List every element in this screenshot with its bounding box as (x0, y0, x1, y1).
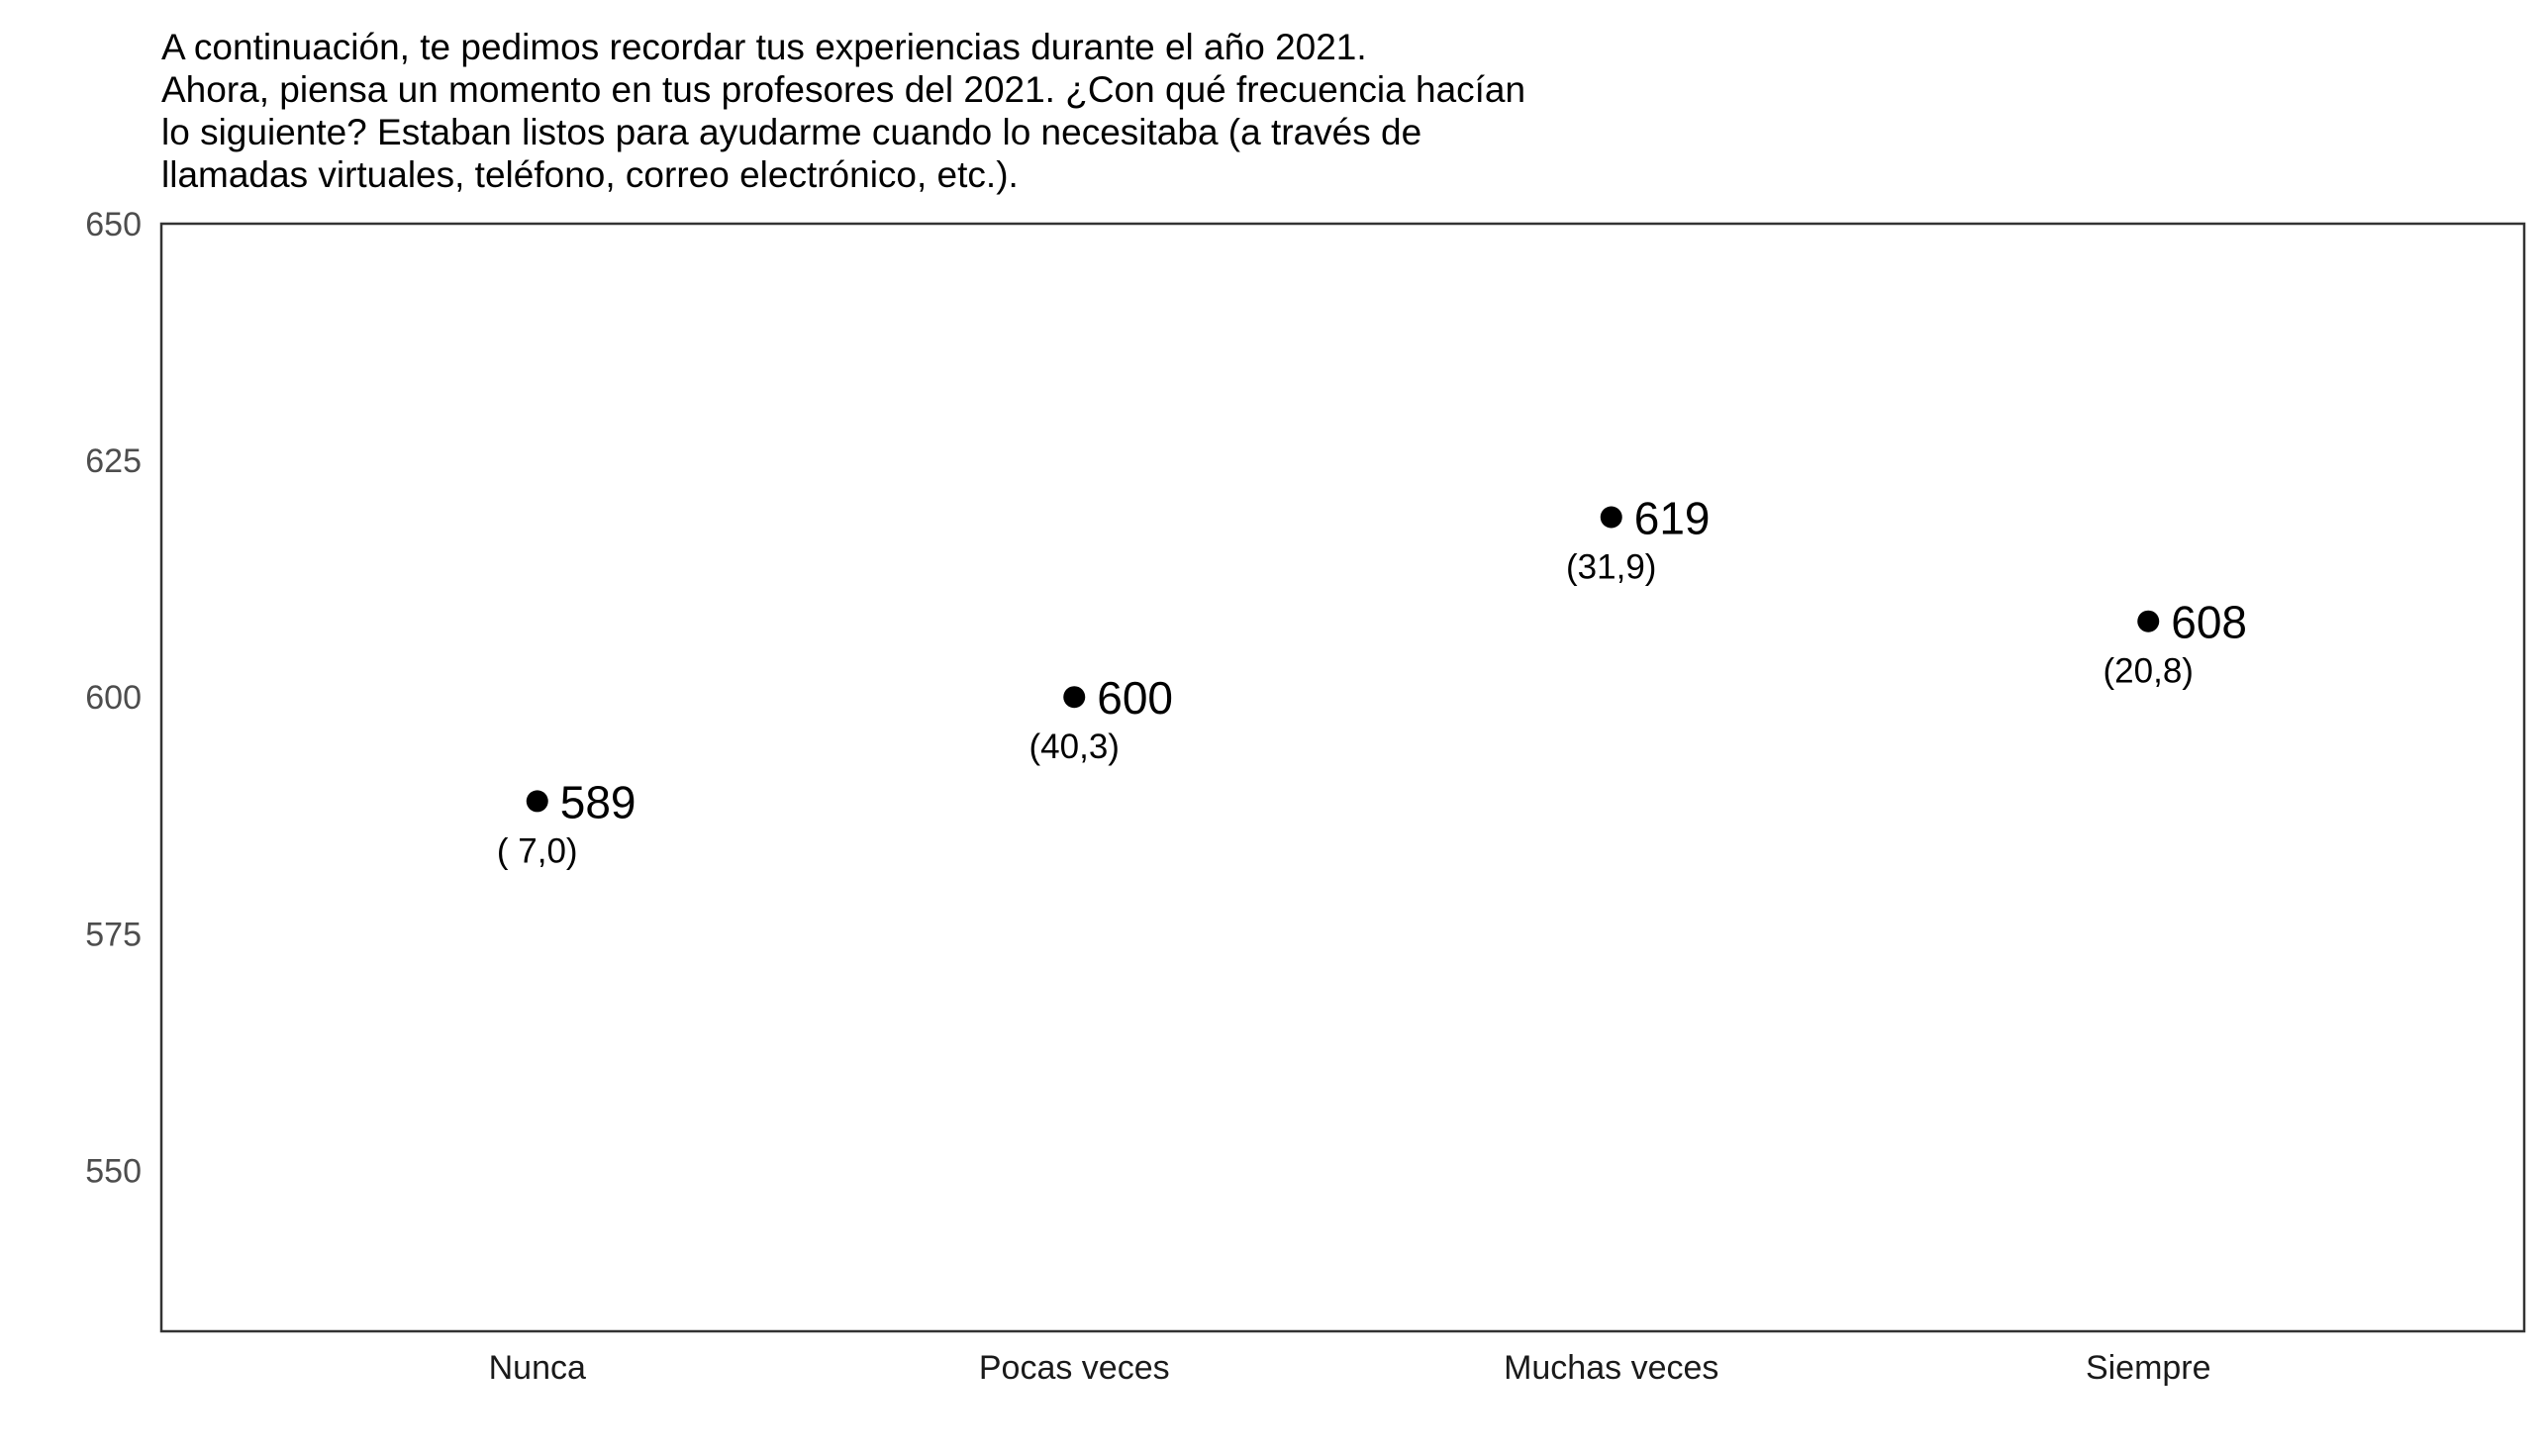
chart-title-line: A continuación, te pedimos recordar tus … (161, 27, 1367, 67)
data-value-label: 619 (1634, 492, 1711, 543)
x-tick-label: Muchas veces (1504, 1349, 1718, 1387)
standard-error-label: (20,8) (2104, 652, 2194, 691)
y-tick-label: 575 (85, 916, 142, 953)
y-tick-label: 625 (85, 442, 142, 480)
standard-error-label: (40,3) (1029, 728, 1120, 766)
x-tick-label: Pocas veces (979, 1349, 1170, 1387)
data-point (526, 790, 548, 813)
chart-title: A continuación, te pedimos recordar tus … (161, 26, 1943, 196)
standard-error-label: ( 7,0) (497, 831, 578, 870)
x-tick-label: Siempre (2086, 1349, 2211, 1387)
data-point (1600, 506, 1622, 529)
plot-panel-border (159, 222, 2526, 1333)
data-point (2137, 610, 2160, 632)
chart-title-line: llamadas virtuales, teléfono, correo ele… (161, 154, 1019, 195)
standard-error-label: (31,9) (1566, 547, 1656, 586)
data-value-label: 608 (2171, 597, 2247, 648)
data-value-label: 600 (1097, 672, 1173, 724)
x-tick-label: Nunca (489, 1349, 586, 1387)
data-point (1063, 686, 1086, 709)
y-tick-label: 550 (85, 1152, 142, 1190)
data-value-label: 589 (560, 776, 636, 827)
y-tick-label: 650 (85, 206, 142, 243)
y-axis: 550 575 600 625 650 (85, 206, 142, 1190)
chart-title-line: lo siguiente? Estaban listos para ayudar… (161, 112, 1422, 152)
y-tick-label: 600 (85, 679, 142, 717)
x-axis: Nunca Pocas veces Muchas veces Siempre (489, 1349, 2211, 1387)
chart-title-line: Ahora, piensa un momento en tus profesor… (161, 69, 1526, 110)
data-points: 589 ( 7,0) 600 (40,3) 619 (31,9) 608 (20,8) (497, 492, 2247, 870)
